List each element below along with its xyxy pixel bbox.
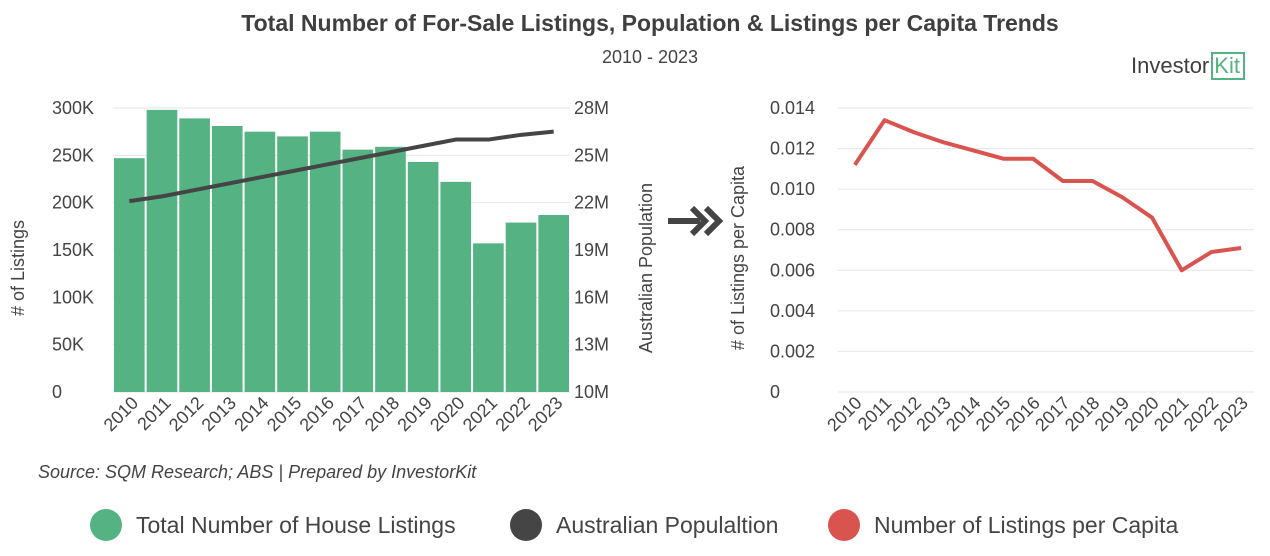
- x-tick-label: 2018: [361, 393, 403, 435]
- y-tick-label: 0.012: [770, 139, 815, 159]
- x-tick-label: 2022: [491, 393, 533, 435]
- listings-population-chart: 0 50K 100K 150K 200K 250K 300K 10M 13M 16M 19M 22M 2…: [8, 98, 656, 435]
- bar: [309, 131, 341, 392]
- legend-item-population: Australian Populaltion: [510, 509, 778, 541]
- x-tick-label: 2010: [100, 393, 142, 435]
- y2-tick-label: 13M: [574, 335, 609, 355]
- x-tick-label: 2019: [393, 393, 435, 435]
- y2-tick-label: 19M: [574, 240, 609, 260]
- y-tick-label: 0.002: [770, 341, 815, 361]
- logo-text: Investor: [1131, 53, 1210, 78]
- x-tick-label: 2011: [133, 393, 175, 435]
- x-tick-label: 2014: [230, 393, 272, 435]
- legend-swatch-population: [510, 509, 542, 541]
- bar: [146, 109, 178, 392]
- y-tick-label: 0.014: [770, 98, 815, 118]
- charts-canvas: 0 50K 100K 150K 200K 250K 300K 10M 13M 16M 19M 22M 2…: [8, 98, 1254, 435]
- y-tick-label: 200K: [52, 193, 94, 213]
- bar: [505, 222, 537, 392]
- y-axis-title: # of Listings per Capita: [728, 165, 748, 350]
- chart-subtitle: 2010 - 2023: [601, 47, 699, 67]
- x-tick-label: 2021: [459, 393, 501, 435]
- y2-tick-label: 25M: [574, 145, 609, 165]
- chart-title: Total Number of For-Sale Listings, Popul…: [241, 10, 1059, 36]
- legend-item-per-capita: Number of Listings per Capita: [828, 509, 1178, 541]
- legend-swatch-per-capita: [828, 509, 860, 541]
- bar: [211, 125, 243, 392]
- bar: [473, 243, 504, 392]
- bar: [342, 149, 374, 392]
- bar: [407, 161, 439, 392]
- x-tick-label: 2023: [1210, 393, 1252, 435]
- bar: [244, 131, 276, 392]
- legend-swatch-listings: [90, 509, 122, 541]
- x-tick-label: 2023: [524, 393, 566, 435]
- x-tick-label: 2020: [426, 393, 468, 435]
- legend-item-listings: Total Number of House Listings: [90, 509, 456, 541]
- investorkit-logo: Investor Kit: [1131, 52, 1245, 80]
- x-tick-label: 2012: [165, 393, 207, 435]
- y2-tick-label: 22M: [574, 193, 609, 213]
- bar: [440, 181, 472, 392]
- bar: [277, 136, 308, 392]
- y-tick-label: 0.006: [770, 260, 815, 280]
- double-chevron-arrow-icon: [668, 205, 724, 237]
- bar: [375, 146, 406, 392]
- y-tick-label: 50K: [52, 335, 84, 355]
- per-capita-line: [853, 118, 1242, 273]
- y2-tick-label: 10M: [574, 382, 609, 402]
- legend-label-per-capita: Number of Listings per Capita: [874, 511, 1179, 538]
- y2-tick-label: 16M: [574, 287, 609, 307]
- bar: [538, 214, 569, 392]
- bar: [179, 118, 210, 392]
- y-tick-label: 0.008: [770, 220, 815, 240]
- x-tick-label: 2017: [328, 393, 370, 435]
- source-note: Source: SQM Research; ABS | Prepared by …: [38, 462, 477, 482]
- y-tick-label: 250K: [52, 145, 94, 165]
- x-tick-label: 2016: [296, 393, 338, 435]
- bar: [114, 158, 145, 392]
- x-tick-label: 2015: [263, 393, 305, 435]
- y-tick-label: 300K: [52, 98, 94, 118]
- listings-per-capita-chart: 00.0020.0040.0060.0080.0100.0120.0142010…: [728, 98, 1254, 435]
- y2-tick-label: 28M: [574, 98, 609, 118]
- x-tick-label: 2013: [198, 393, 240, 435]
- population-line: [129, 129, 554, 204]
- y-axis-title: # of Listings: [8, 220, 28, 316]
- y-tick-label: 150K: [52, 240, 94, 260]
- legend-label-listings: Total Number of House Listings: [136, 511, 456, 538]
- y-tick-label: 0.010: [770, 179, 815, 199]
- y-tick-label: 100K: [52, 287, 94, 307]
- y2-axis-title: Australian Population: [636, 183, 656, 353]
- legend-label-population: Australian Populaltion: [556, 511, 779, 538]
- y-tick-label: 0.004: [770, 301, 815, 321]
- y-tick-label: 0: [52, 382, 62, 402]
- y-tick-label: 0: [770, 382, 780, 402]
- logo-box-text: Kit: [1211, 52, 1245, 80]
